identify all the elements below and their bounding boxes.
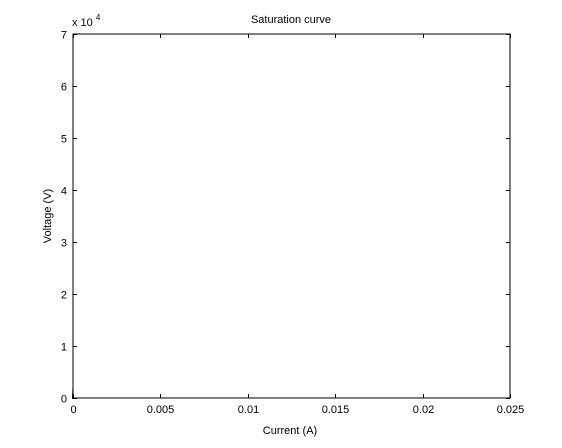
y-tick-label: 3 (61, 238, 67, 250)
y-axis-exponent-power: 4 (96, 13, 101, 22)
axis-layer: 0 0.005 0.01 0.015 0.02 0.025 0 1 2 3 4 5 6 7 (61, 30, 524, 417)
x-axis-label: Current (A) (263, 425, 317, 437)
y-tick-label: 1 (61, 342, 67, 354)
x-tick-label: 0.01 (238, 404, 259, 416)
x-tick-label: 0.015 (322, 404, 350, 416)
y-axis-exponent: x 10 4 (72, 13, 101, 29)
y-tick-label: 5 (61, 134, 67, 146)
plot-area-frame (72, 33, 511, 399)
x-tick-label: 0.025 (497, 404, 525, 416)
y-tick-label: 7 (61, 30, 67, 42)
y-tick-label: 6 (61, 82, 67, 94)
y-tick-label: 4 (61, 186, 67, 198)
y-axis-label: Voltage (V) (42, 189, 54, 243)
x-tick-label: 0.005 (147, 404, 175, 416)
y-axis-exponent-base: x 10 (72, 17, 93, 29)
y-tick-label: 2 (61, 290, 67, 302)
x-tick-label: 0 (70, 404, 76, 416)
y-tick-label: 0 (61, 394, 67, 406)
x-tick-label: 0.02 (413, 404, 434, 416)
chart-title: Saturation curve (251, 14, 331, 26)
